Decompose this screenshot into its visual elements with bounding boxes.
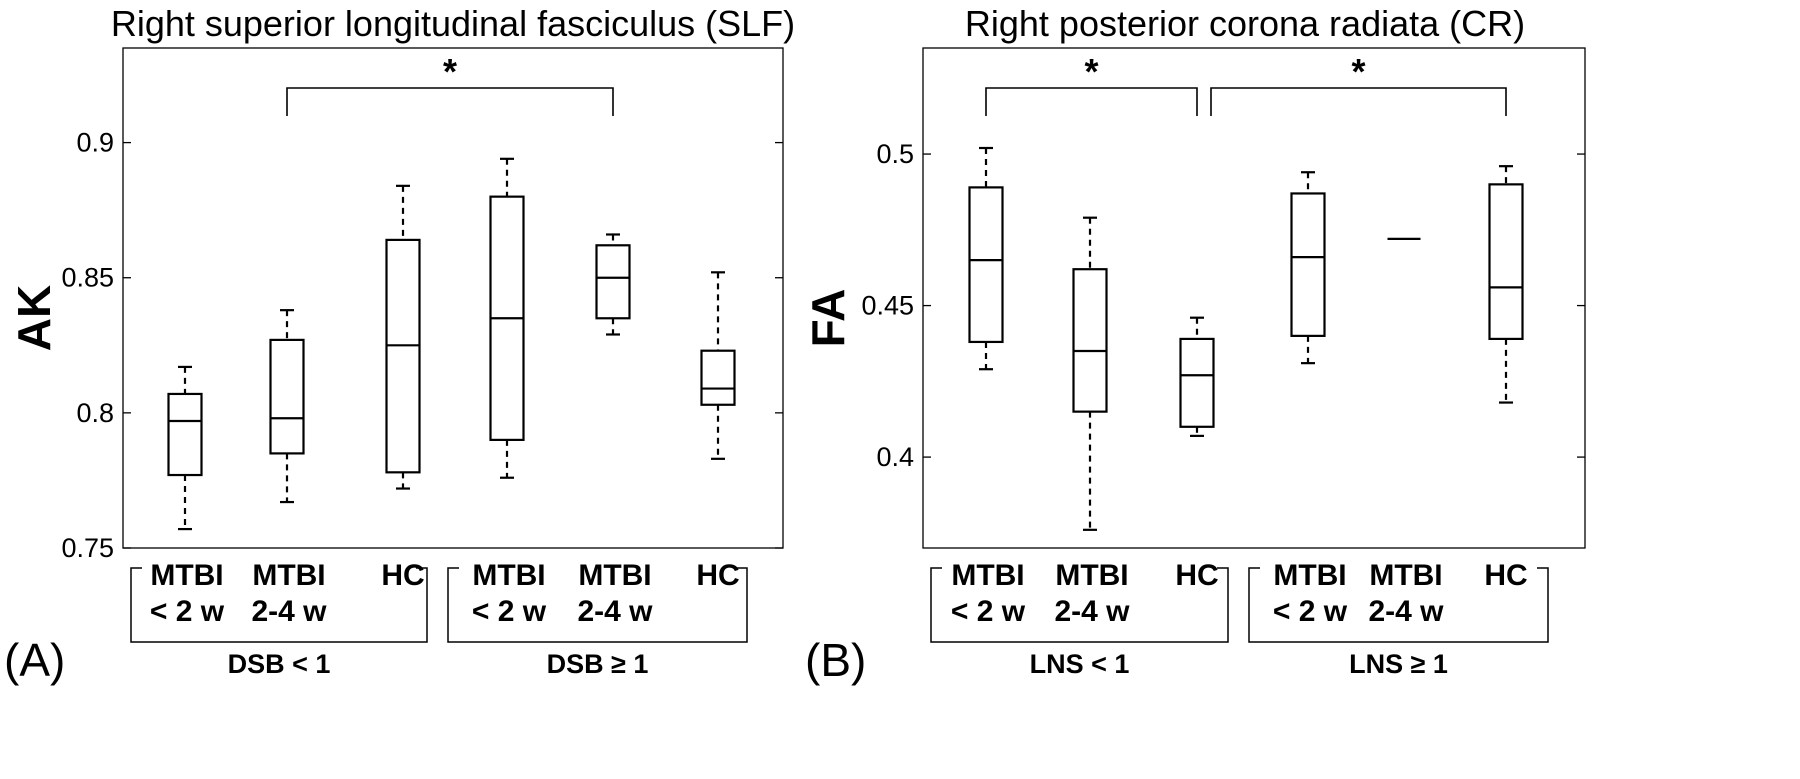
category-sublabel: < 2 w [150, 595, 225, 628]
category-label: MTBI [1055, 559, 1128, 592]
panel-label: (A) [4, 634, 65, 686]
category-sublabel: < 2 w [951, 595, 1026, 628]
category-label: MTBI [1369, 559, 1442, 592]
category-label: MTBI [472, 559, 545, 592]
significance-star: * [1351, 51, 1365, 92]
category-label: MTBI [252, 559, 325, 592]
category-sublabel: 2-4 w [577, 595, 653, 628]
group-label: LNS ≥ 1 [1349, 649, 1448, 679]
box-iqr [269, 338, 305, 455]
group-label: LNS < 1 [1030, 649, 1130, 679]
group-bracket [1248, 567, 1549, 643]
significance-bracket [985, 87, 1198, 116]
y-tick-label: 0.9 [76, 128, 114, 158]
y-axis-label: AK [8, 285, 60, 351]
category-label: MTBI [578, 559, 651, 592]
significance-star: * [443, 51, 457, 92]
significance-bracket [286, 87, 614, 116]
y-tick-label: 0.75 [61, 533, 114, 563]
y-tick-label: 0.45 [861, 291, 914, 321]
box-iqr [700, 349, 736, 406]
y-tick-label: 0.5 [876, 139, 914, 169]
category-label: MTBI [951, 559, 1024, 592]
chart-title: Right superior longitudinal fasciculus (… [111, 3, 795, 44]
category-label: MTBI [150, 559, 223, 592]
box-iqr [595, 244, 631, 320]
significance-bracket [1210, 87, 1507, 116]
box-iqr [1290, 192, 1326, 337]
group-bracket [130, 567, 428, 643]
panel-label: (B) [805, 634, 866, 686]
y-axis-label: FA [802, 289, 854, 348]
category-sublabel: 2-4 w [1054, 595, 1130, 628]
category-label: HC [1175, 559, 1218, 592]
box-iqr [968, 186, 1004, 344]
box-iqr [1179, 337, 1215, 428]
box-iqr [1072, 268, 1108, 413]
category-label: HC [1484, 559, 1527, 592]
chart-title: Right posterior corona radiata (CR) [965, 3, 1525, 44]
box-iqr [385, 238, 421, 474]
box-iqr [167, 392, 203, 477]
category-label: MTBI [1273, 559, 1346, 592]
box-iqr [1488, 183, 1524, 341]
plot-frame [922, 47, 1586, 549]
plot-frame [122, 47, 784, 549]
y-tick-label: 0.85 [61, 263, 114, 293]
y-tick-label: 0.8 [76, 398, 114, 428]
group-label: DSB < 1 [228, 649, 331, 679]
category-sublabel: 2-4 w [251, 595, 327, 628]
significance-star: * [1084, 51, 1098, 92]
category-sublabel: 2-4 w [1368, 595, 1444, 628]
category-sublabel: < 2 w [1273, 595, 1348, 628]
category-sublabel: < 2 w [472, 595, 547, 628]
category-label: HC [381, 559, 424, 592]
group-bracket [447, 567, 748, 643]
y-tick-label: 0.4 [876, 442, 914, 472]
group-bracket [930, 567, 1229, 643]
group-label: DSB ≥ 1 [547, 649, 649, 679]
category-label: HC [696, 559, 739, 592]
